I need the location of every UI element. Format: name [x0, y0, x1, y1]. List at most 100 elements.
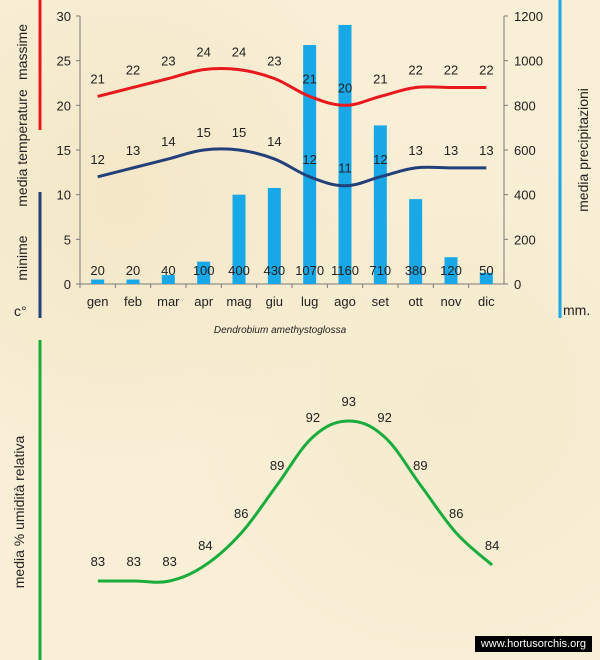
precipitation-bar	[479, 272, 493, 284]
left-tick-label: 15	[57, 143, 71, 158]
left-tick-label: 0	[64, 277, 71, 292]
precipitation-bar	[267, 187, 281, 284]
humidity-value-label: 92	[306, 410, 320, 425]
precipitation-value-label: 120	[440, 263, 462, 278]
precipitation-value-label: 710	[369, 263, 391, 278]
humidity-value-label: 83	[127, 554, 141, 569]
humidity-value-label: 84	[198, 538, 212, 553]
precipitation-unit-label: mm.	[563, 302, 590, 318]
precipitation-value-label: 430	[263, 263, 285, 278]
humidity-value-label: 92	[377, 410, 391, 425]
x-tick-label: mag	[226, 294, 251, 309]
massime-value-label: 22	[408, 62, 422, 77]
massime-label: massime	[14, 24, 30, 80]
right-tick-label: 400	[514, 188, 536, 203]
x-tick-label: giu	[266, 294, 283, 309]
temperature-unit-label: c°	[14, 303, 27, 319]
humidity-value-label: 89	[413, 458, 427, 473]
massime-value-label: 24	[196, 45, 210, 60]
minime-value-label: 13	[479, 143, 493, 158]
x-tick-label: dic	[478, 294, 495, 309]
precipitation-bar	[338, 24, 352, 285]
minime-value-label: 14	[267, 134, 281, 149]
x-tick-label: mar	[157, 294, 180, 309]
minime-value-label: 14	[161, 134, 175, 149]
right-tick-label: 600	[514, 143, 536, 158]
massime-value-label: 23	[161, 54, 175, 69]
humidity-value-label: 89	[270, 458, 284, 473]
precipitation-bar	[161, 275, 175, 284]
website-footer: www.hortusorchis.org	[474, 636, 592, 652]
minime-label: minime	[14, 235, 30, 280]
x-tick-label: ott	[408, 294, 423, 309]
massime-value-label: 20	[338, 80, 352, 95]
right-tick-label: 200	[514, 232, 536, 247]
massime-value-label: 21	[302, 71, 316, 86]
precipitation-value-label: 100	[193, 263, 215, 278]
x-tick-label: set	[372, 294, 390, 309]
precipitation-value-label: 20	[90, 263, 104, 278]
left-tick-label: 10	[57, 188, 71, 203]
minime-value-label: 13	[408, 143, 422, 158]
humidity-line	[97, 419, 494, 584]
left-tick-label: 5	[64, 232, 71, 247]
precipitation-bar	[91, 279, 105, 284]
precipitation-value-label: 400	[228, 263, 250, 278]
left-tick-label: 20	[57, 98, 71, 113]
humidity-value-label: 83	[162, 554, 176, 569]
minime-value-label: 13	[444, 143, 458, 158]
massime-value-label: 21	[90, 71, 104, 86]
right-tick-label: 0	[514, 277, 521, 292]
x-tick-label: nov	[441, 294, 462, 309]
precipitation-value-label: 1070	[295, 263, 324, 278]
right-tick-label: 1200	[514, 9, 543, 24]
right-tick-label: 800	[514, 98, 536, 113]
x-tick-label: lug	[301, 294, 318, 309]
precipitation-value-label: 40	[161, 263, 175, 278]
x-tick-label: gen	[87, 294, 109, 309]
precipitation-value-label: 1160	[331, 263, 359, 278]
precipitation-value-label: 50	[479, 263, 493, 278]
massime-value-label: 22	[444, 62, 458, 77]
humidity-value-label: 84	[485, 538, 499, 553]
precipitation-bar	[126, 279, 140, 284]
minime-value-label: 15	[232, 125, 246, 140]
massime-value-label: 23	[267, 54, 281, 69]
massime-value-label: 22	[126, 62, 140, 77]
x-tick-label: ago	[334, 294, 356, 309]
precipitation-bar	[444, 257, 458, 284]
precipitation-value-label: 20	[126, 263, 140, 278]
temperature-precipitation-chart: massime media temperature minime c° media pr…	[14, 0, 591, 336]
humidity-value-label: 93	[342, 394, 356, 409]
precipitation-bar	[303, 45, 317, 285]
humidity-axis-title: media % umidità relativa	[11, 436, 27, 589]
humidity-value-label: 83	[91, 554, 105, 569]
humidity-value-label: 86	[449, 506, 463, 521]
minime-value-label: 12	[373, 152, 387, 167]
x-tick-label: apr	[194, 294, 213, 309]
massime-value-label: 24	[232, 45, 246, 60]
minime-value-label: 12	[90, 152, 104, 167]
precipitation-bar	[232, 194, 246, 284]
minime-line	[97, 147, 487, 188]
massime-line	[97, 66, 487, 107]
massime-value-label: 22	[479, 62, 493, 77]
massime-value-label: 21	[373, 71, 387, 86]
minime-value-label: 11	[338, 161, 352, 176]
minime-value-label: 12	[302, 152, 316, 167]
left-tick-label: 25	[57, 54, 71, 69]
precipitation-value-label: 380	[405, 263, 427, 278]
precipitation-bar	[409, 199, 423, 284]
precipitation-bar	[197, 261, 211, 284]
minime-value-label: 13	[126, 143, 140, 158]
temperature-axis-title: media temperature	[14, 89, 30, 207]
humidity-chart: media % umidità relativa 83 83 83 84 86 89 92 93…	[11, 340, 499, 660]
humidity-value-label: 86	[234, 506, 248, 521]
precipitation-bar	[373, 125, 387, 284]
minime-value-label: 15	[196, 125, 210, 140]
x-tick-label: feb	[124, 294, 142, 309]
chart-caption: Dendrobium amethystoglossa	[214, 325, 347, 336]
right-tick-label: 1000	[514, 54, 543, 69]
